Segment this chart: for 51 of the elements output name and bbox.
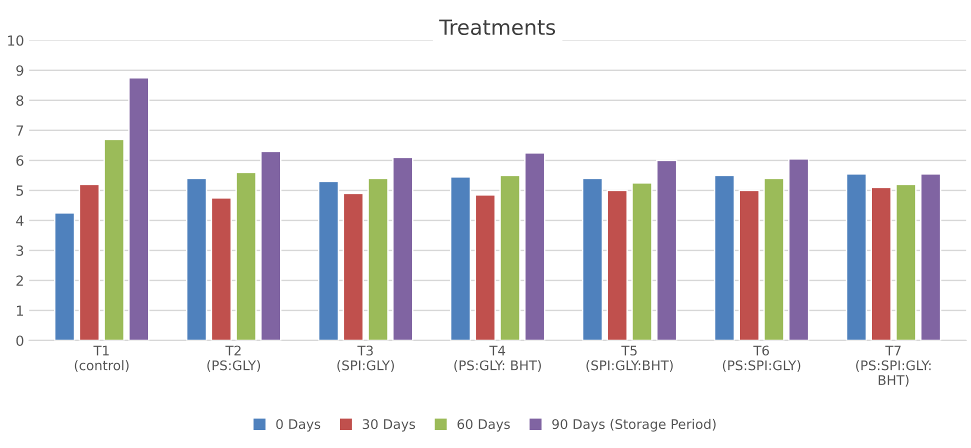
y-tick-label: 0 (16, 335, 24, 346)
y-tick-label: 10 (8, 35, 24, 46)
bar (788, 158, 810, 340)
y-tick-label: 7 (16, 126, 24, 136)
bar (738, 190, 760, 340)
bar (103, 138, 125, 340)
x-tick-label: T4 (PS:GLY: BHT) (454, 346, 541, 372)
y-tick-label: 6 (16, 155, 24, 166)
bar (499, 174, 521, 340)
x-tick-label: T5 (SPI:GLY:BHT) (586, 346, 673, 372)
bar (235, 172, 257, 340)
y-tick-label: 3 (16, 245, 24, 256)
bar (920, 173, 942, 340)
bar (318, 180, 340, 340)
bar (450, 176, 472, 340)
y-tick-label: 1 (16, 306, 23, 316)
bar (367, 178, 389, 340)
x-tick-label: T7 (PS:SPI:GLY: BHT) (856, 346, 931, 387)
bar (763, 178, 785, 340)
bar (260, 150, 282, 340)
legend-label: 0 Days (276, 419, 320, 432)
bar (186, 178, 208, 340)
bar (582, 178, 604, 340)
chart-title: Treatments (439, 20, 556, 36)
x-tick-label: T2 (PS:GLY) (207, 346, 260, 372)
bar (210, 197, 232, 340)
legend-label: 90 Days (Storage Period) (552, 418, 716, 432)
y-tick-label: 8 (16, 95, 24, 106)
bar (846, 173, 868, 340)
bar (54, 212, 76, 340)
y-tick-label: 5 (16, 186, 24, 196)
y-tick-label: 4 (16, 216, 24, 226)
bar (78, 184, 100, 340)
legend-label: 30 Days (362, 419, 416, 432)
x-tick-label: T1 (control) (74, 346, 129, 372)
bar (631, 182, 653, 340)
bar (342, 192, 364, 340)
bar (895, 184, 917, 340)
bar (474, 194, 496, 340)
bar (714, 174, 736, 340)
bar (606, 190, 628, 340)
bar (524, 152, 546, 340)
bar (656, 160, 678, 340)
bar (870, 186, 892, 340)
x-tick-label: T3 (SPI:GLY) (337, 346, 394, 372)
y-tick-label: 2 (16, 275, 23, 286)
bar (128, 77, 150, 340)
bar (392, 156, 414, 340)
legend-label: 60 Days (458, 419, 510, 432)
x-tick-label: T6 (PS:SPI:GLY) (722, 346, 800, 372)
y-tick-label: 9 (16, 65, 24, 76)
